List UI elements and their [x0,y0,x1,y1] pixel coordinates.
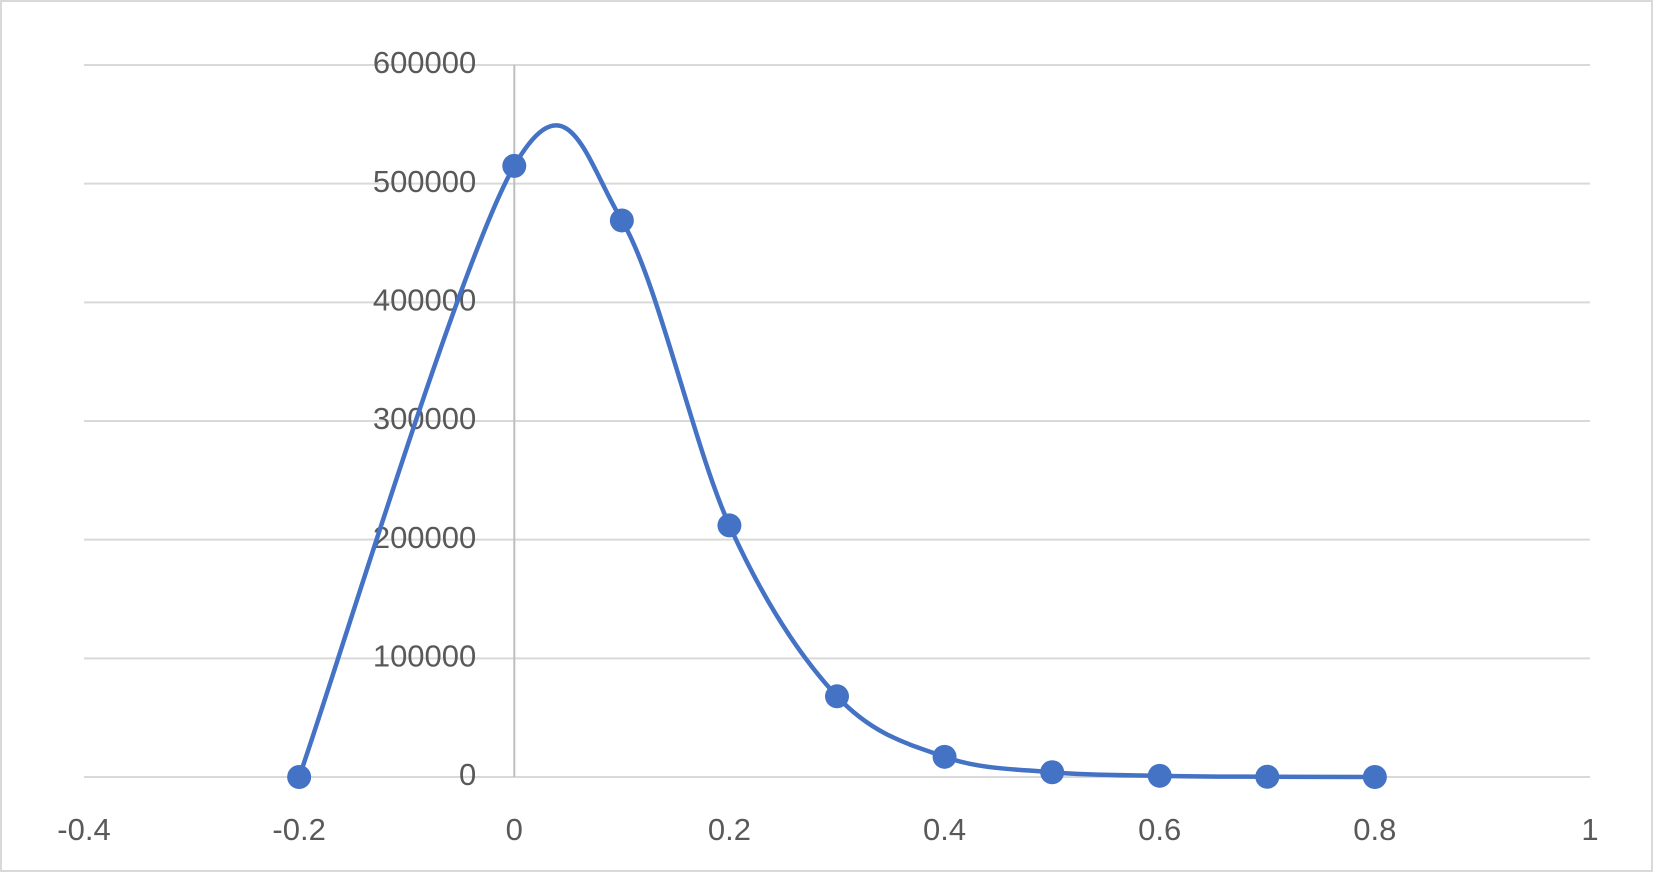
marker [1147,763,1172,788]
y-tick-label: 500000 [373,164,476,199]
marker [609,208,634,233]
x-tick-label: 0.2 [708,812,751,847]
marker [502,153,527,178]
x-tick-label: 1 [1581,812,1598,847]
marker [1255,764,1280,789]
x-tick-label: 0.8 [1353,812,1396,847]
y-tick-label: 0 [459,757,476,792]
marker [1362,765,1387,789]
y-tick-label: 600000 [373,45,476,80]
x-tick-label: -0.2 [272,812,325,847]
y-tick-label: 100000 [373,639,476,674]
y-tick-label: 200000 [373,520,476,555]
marker [825,684,849,709]
marker [1040,760,1065,785]
x-tick-label: -0.4 [57,812,110,847]
x-tick-label: 0.6 [1138,812,1181,847]
x-tick-label: 0 [506,812,523,847]
x-tick-label: 0.4 [923,812,966,847]
marker [932,744,957,769]
y-tick-label: 300000 [373,401,476,436]
marker [717,513,742,538]
marker [287,765,312,789]
